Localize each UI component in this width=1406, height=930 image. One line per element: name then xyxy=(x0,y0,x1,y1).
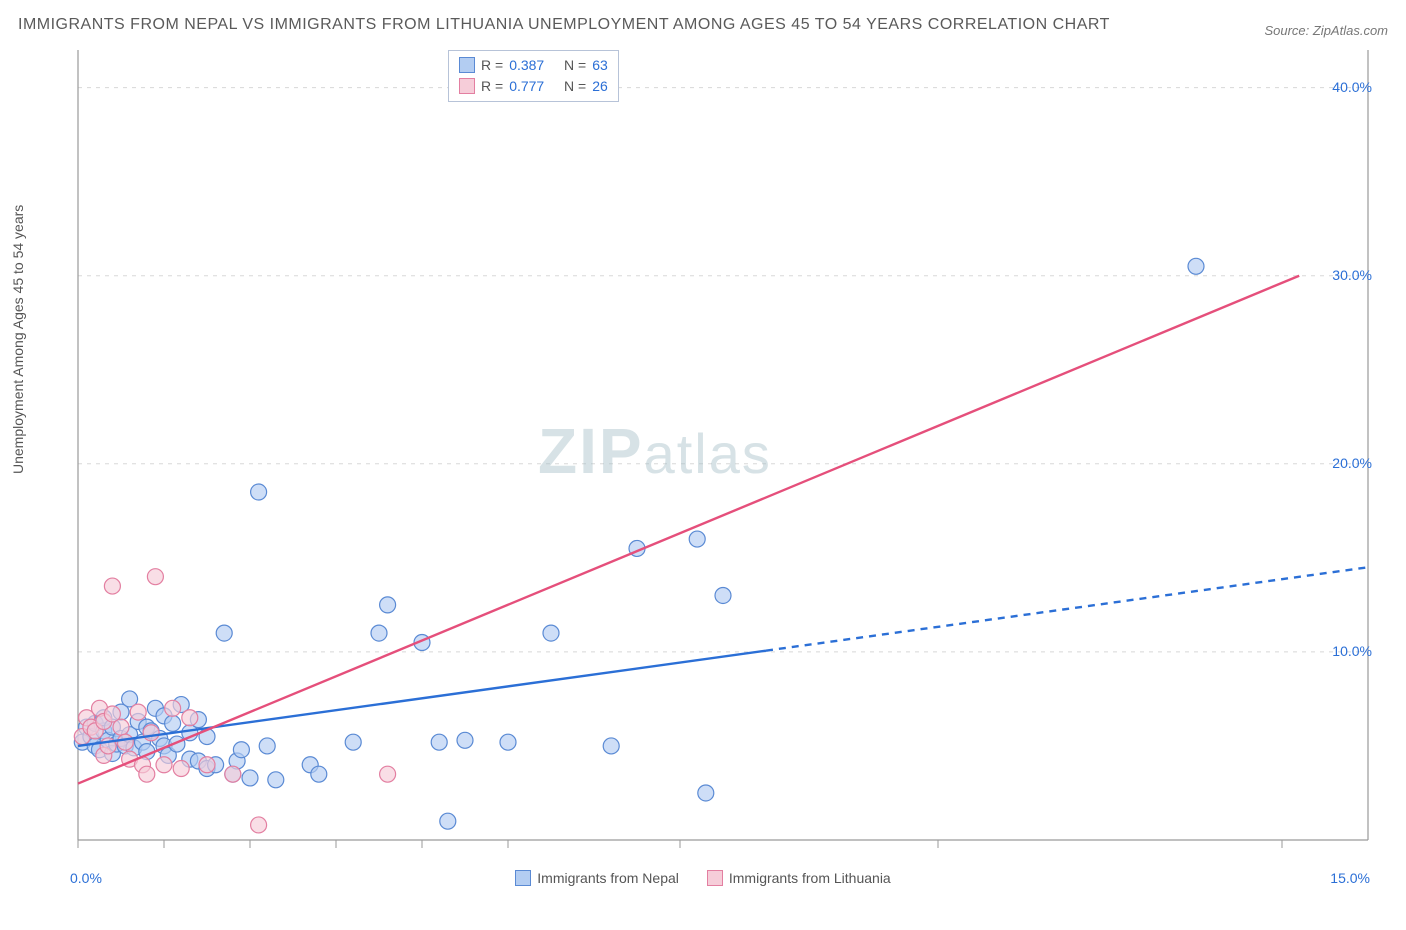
stats-row-nepal: R = 0.387 N = 63 xyxy=(459,55,608,76)
y-tick-label: 40.0% xyxy=(1332,79,1372,95)
swatch-nepal xyxy=(515,870,531,886)
swatch-lithuania xyxy=(707,870,723,886)
source-label: Source: ZipAtlas.com xyxy=(1264,23,1388,38)
stats-row-lithuania: R = 0.777 N = 26 xyxy=(459,76,608,97)
swatch-nepal xyxy=(459,57,475,73)
chart-container: Unemployment Among Ages 45 to 54 years Z… xyxy=(18,44,1388,884)
chart-header: IMMIGRANTS FROM NEPAL VS IMMIGRANTS FROM… xyxy=(18,12,1388,38)
stats-legend-box: R = 0.387 N = 63 R = 0.777 N = 26 xyxy=(448,50,619,102)
y-tick-label: 30.0% xyxy=(1332,267,1372,283)
y-axis-label: Unemployment Among Ages 45 to 54 years xyxy=(10,204,26,473)
legend-item-nepal: Immigrants from Nepal xyxy=(515,870,679,886)
y-tick-label: 20.0% xyxy=(1332,455,1372,471)
legend-item-lithuania: Immigrants from Lithuania xyxy=(707,870,891,886)
scatter-chart xyxy=(18,44,1388,884)
y-tick-label: 10.0% xyxy=(1332,643,1372,659)
swatch-lithuania xyxy=(459,78,475,94)
series-legend: Immigrants from Nepal Immigrants from Li… xyxy=(18,870,1388,886)
chart-title: IMMIGRANTS FROM NEPAL VS IMMIGRANTS FROM… xyxy=(18,12,1110,38)
